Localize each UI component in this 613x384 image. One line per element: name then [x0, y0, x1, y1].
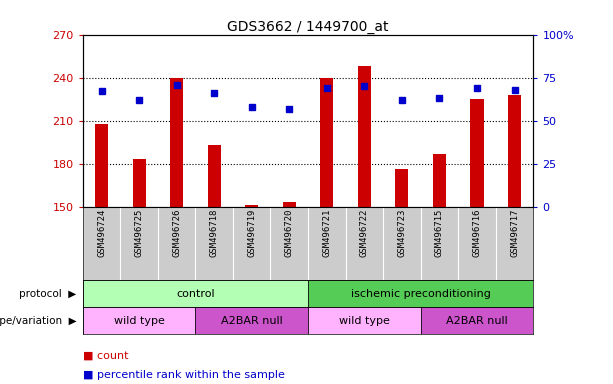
Text: GSM496725: GSM496725: [135, 209, 143, 257]
Bar: [308, 280, 533, 307]
Text: GSM496724: GSM496724: [97, 209, 106, 257]
Text: GSM496726: GSM496726: [172, 209, 181, 257]
Text: GSM496720: GSM496720: [285, 209, 294, 257]
Bar: [283, 202, 296, 207]
Bar: [470, 99, 484, 207]
Text: genotype/variation  ▶: genotype/variation ▶: [0, 316, 77, 326]
Bar: [170, 78, 183, 207]
Text: GSM496716: GSM496716: [473, 209, 481, 257]
Bar: [358, 66, 371, 207]
Text: A2BAR null: A2BAR null: [221, 316, 283, 326]
Text: GSM496717: GSM496717: [510, 209, 519, 257]
Text: protocol  ▶: protocol ▶: [20, 289, 77, 299]
Text: GSM496715: GSM496715: [435, 209, 444, 257]
Bar: [132, 159, 146, 207]
Bar: [395, 169, 408, 207]
Text: A2BAR null: A2BAR null: [446, 316, 508, 326]
Text: GSM496722: GSM496722: [360, 209, 369, 257]
Bar: [196, 307, 308, 334]
Text: wild type: wild type: [339, 316, 390, 326]
Text: GSM496723: GSM496723: [397, 209, 406, 257]
Bar: [95, 124, 108, 207]
Bar: [83, 280, 308, 307]
Bar: [83, 307, 196, 334]
Text: GSM496718: GSM496718: [210, 209, 219, 257]
Text: GSM496721: GSM496721: [322, 209, 331, 257]
Bar: [433, 154, 446, 207]
Text: control: control: [176, 289, 215, 299]
Text: GSM496719: GSM496719: [247, 209, 256, 257]
Bar: [208, 145, 221, 207]
Text: ■ count: ■ count: [83, 351, 128, 361]
Text: ischemic preconditioning: ischemic preconditioning: [351, 289, 490, 299]
Bar: [245, 205, 258, 207]
Text: wild type: wild type: [113, 316, 164, 326]
Title: GDS3662 / 1449700_at: GDS3662 / 1449700_at: [227, 20, 389, 33]
Bar: [421, 307, 533, 334]
Bar: [508, 95, 521, 207]
Text: ■ percentile rank within the sample: ■ percentile rank within the sample: [83, 370, 284, 380]
Bar: [320, 78, 333, 207]
Bar: [308, 307, 421, 334]
